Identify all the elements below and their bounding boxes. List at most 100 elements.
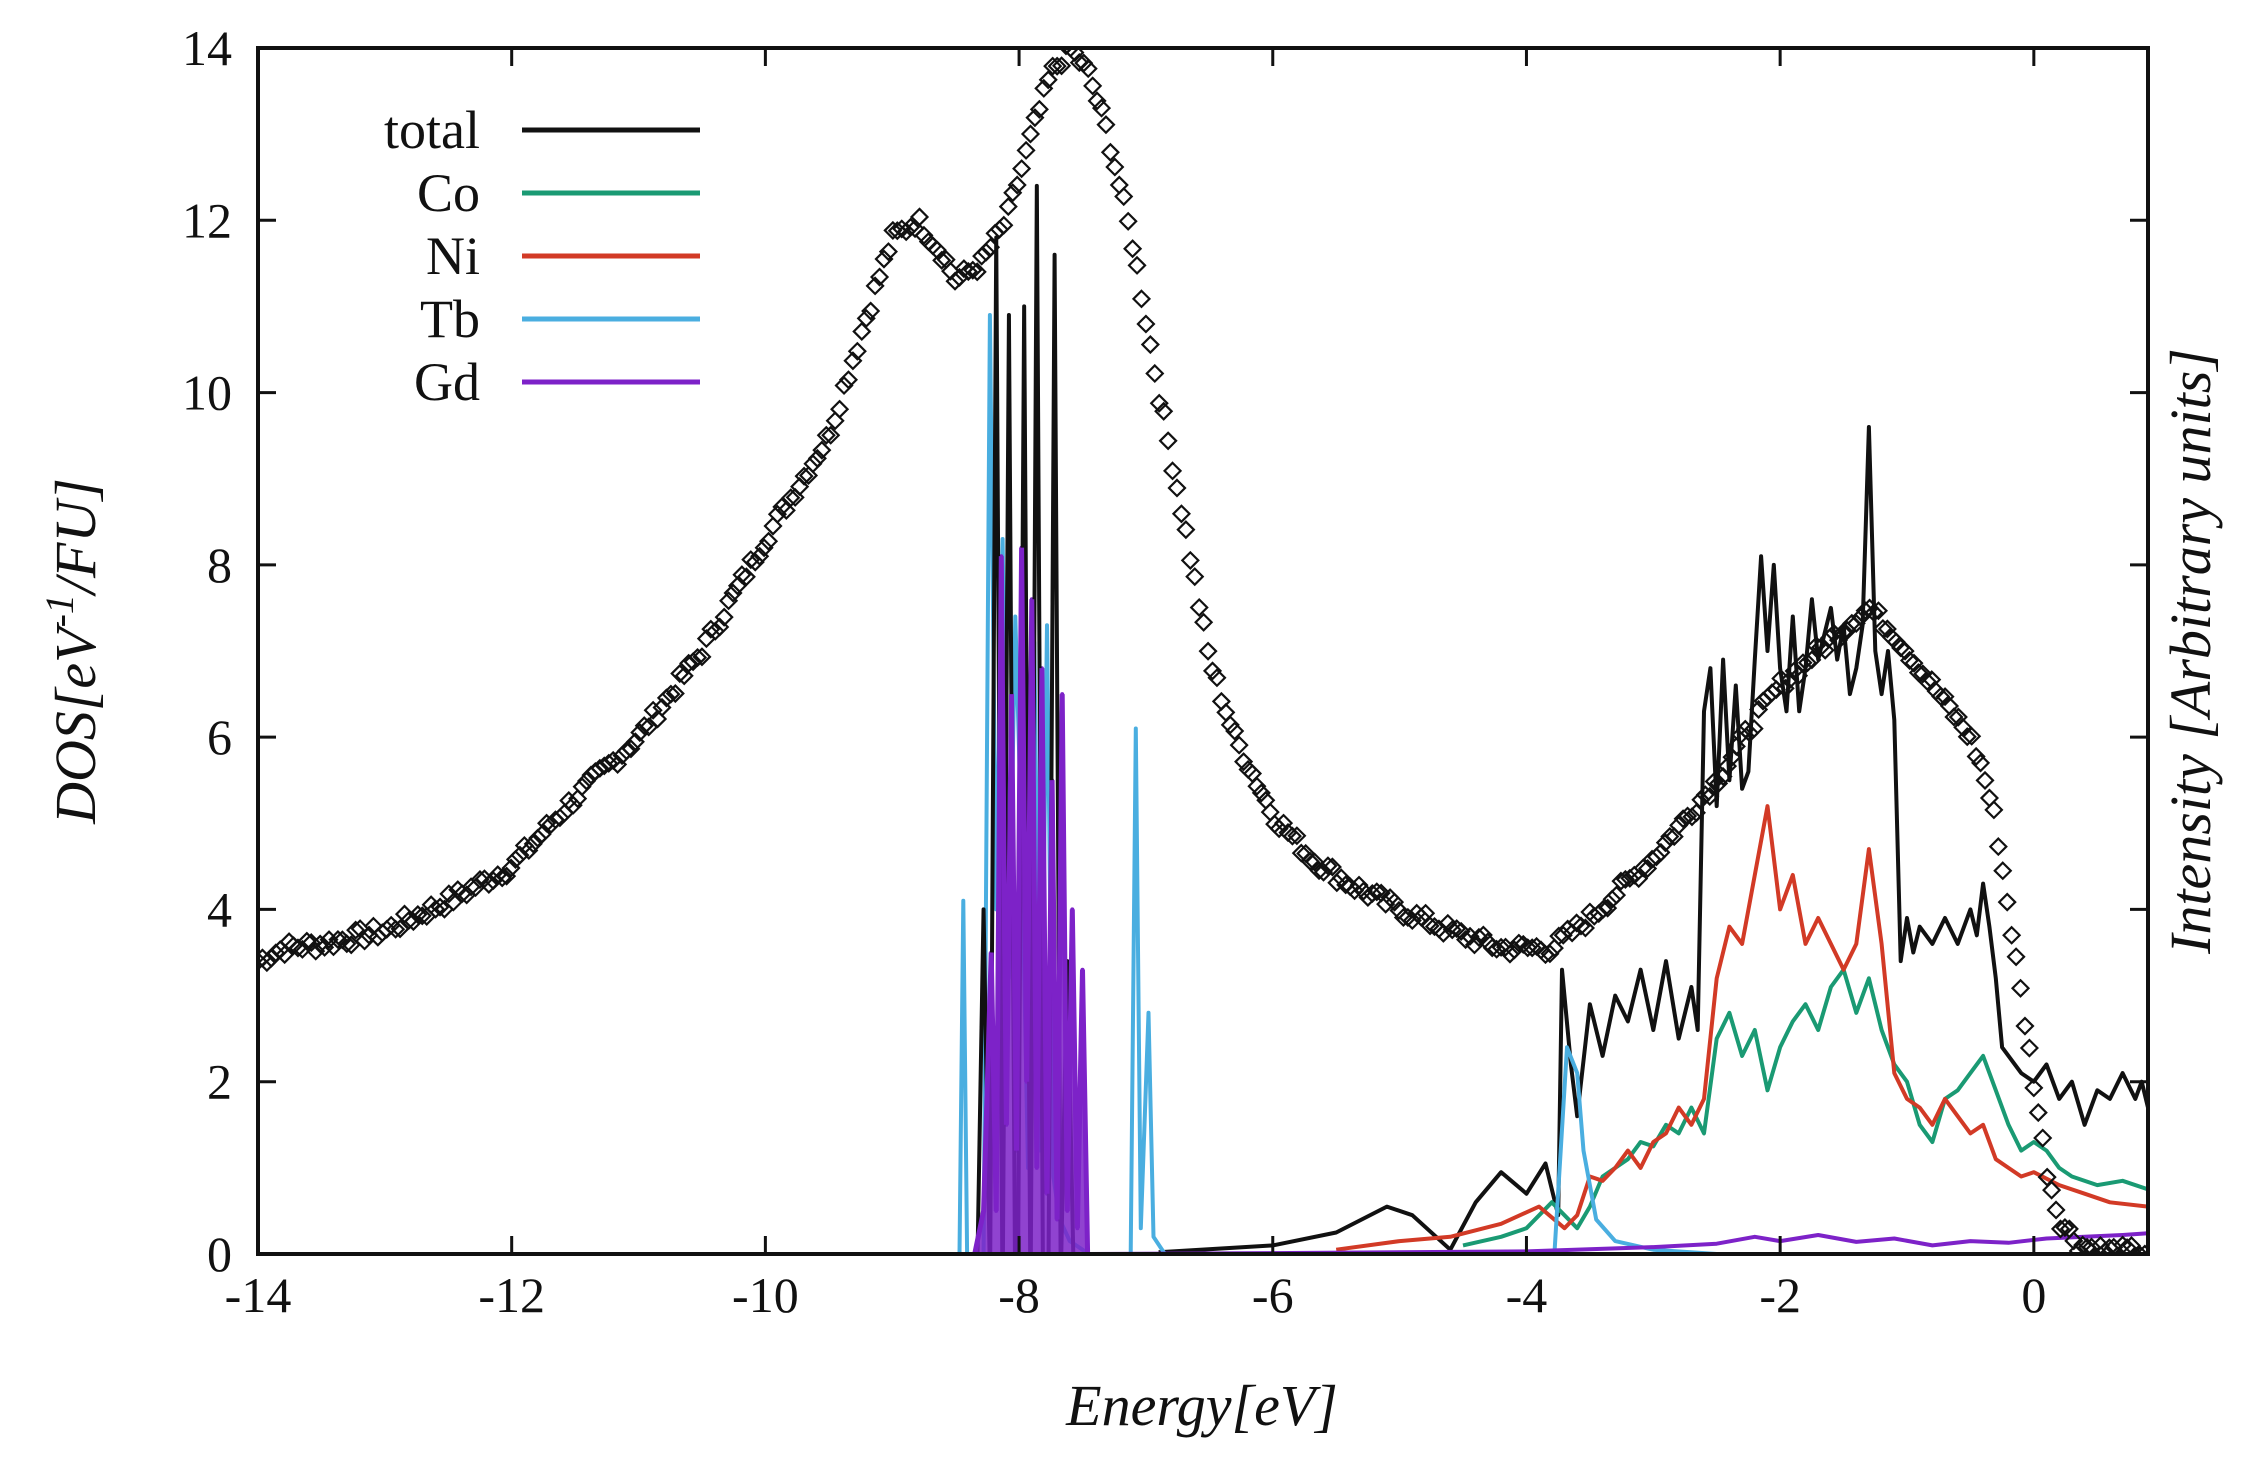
experimental-diamond [1269, 819, 1289, 839]
experimental-diamond [630, 722, 650, 743]
experimental-diamond [1149, 393, 1169, 413]
experimental-diamond [1105, 157, 1125, 177]
experimental-diamond [834, 375, 854, 396]
experimental-diamond [1913, 664, 1933, 684]
experimental-diamond [781, 488, 801, 508]
experimental-diamond [2104, 1237, 2124, 1254]
experimental-diamond [838, 370, 859, 390]
experimental-diamond [1131, 289, 1152, 309]
experimental-diamond [1052, 56, 1072, 76]
experimental-diamond [1962, 726, 1982, 746]
experimental-diamond [1984, 800, 2004, 820]
experimental-diamond [816, 425, 836, 445]
y-tick-label: 10 [182, 365, 232, 421]
y2-axis-title: Intensity [Arbitrary units] [2158, 348, 2223, 955]
experimental-diamond [576, 771, 597, 791]
experimental-diamond [1176, 520, 1196, 540]
experimental-diamond [901, 217, 921, 237]
experimental-diamond [1282, 826, 1302, 846]
experimental-diamond [803, 454, 823, 474]
experimental-diamond [1287, 826, 1307, 846]
experimental-diamond [967, 262, 987, 282]
experimental-diamond [2033, 1128, 2053, 1148]
experimental-diamond [1078, 59, 1098, 79]
experimental-diamond [1145, 363, 1165, 384]
experimental-diamond [1993, 861, 2013, 881]
experimental-diamond [1868, 601, 1889, 621]
experimental-diamond [1118, 211, 1138, 231]
experimental-diamond [1491, 937, 1511, 957]
experimental-diamond [315, 937, 335, 957]
experimental-diamond [621, 739, 641, 759]
x-tick-label: -12 [478, 1267, 545, 1323]
experimental-diamond [1300, 851, 1320, 871]
experimental-diamond [2095, 1242, 2115, 1254]
experimental-diamond [1695, 785, 1715, 805]
experimental-diamond [1207, 668, 1227, 688]
experimental-diamond [1487, 939, 1507, 959]
x-tick-label: 0 [2021, 1267, 2046, 1323]
experimental-diamond [1731, 725, 1751, 745]
experimental-diamond [909, 207, 930, 227]
experimental-diamond [528, 828, 548, 848]
experimental-diamond [1864, 603, 1884, 623]
experimental-diamond [1988, 837, 2008, 857]
experimental-diamond [1473, 925, 1493, 945]
experimental-diamond [1185, 567, 1205, 587]
experimental-diamond [1091, 98, 1112, 118]
experimental-diamond [856, 308, 876, 328]
experimental-diamond [426, 899, 446, 919]
experimental-diamond [1788, 666, 1809, 686]
experimental-diamond [812, 440, 832, 460]
experimental-diamond [914, 225, 934, 245]
experimental-diamond [821, 425, 841, 445]
experimental-diamond [945, 271, 965, 291]
experimental-diamond [1540, 944, 1560, 964]
experimental-diamond [874, 249, 894, 269]
experimental-diamond [878, 242, 898, 262]
experimental-diamond [883, 220, 903, 240]
experimental-diamond [1846, 613, 1866, 633]
experimental-diamond [634, 716, 654, 736]
experimental-diamond [1362, 883, 1382, 904]
experimental-diamond [306, 941, 326, 961]
legend-label-gd: Gd [414, 352, 480, 412]
experimental-diamond [1895, 641, 1915, 661]
experimental-diamond [1016, 140, 1036, 160]
experimental-diamond [1589, 903, 1609, 924]
experimental-diamond [1908, 663, 1928, 683]
experimental-diamond [1100, 142, 1120, 162]
x-axis-title: Energy[eV] [1065, 1373, 1338, 1438]
experimental-diamond [794, 466, 814, 486]
experimental-diamond [1593, 899, 1613, 919]
y-tick-label: 6 [207, 709, 232, 765]
experimental-diamond [1069, 53, 1089, 73]
experimental-diamond [1673, 809, 1693, 829]
series-line-co [1462, 967, 2148, 1248]
experimental-diamond [483, 871, 503, 891]
experimental-diamond [989, 219, 1009, 239]
experimental-diamond [1935, 687, 1955, 707]
experimental-diamond [1917, 671, 1937, 692]
experimental-diamond [763, 516, 783, 536]
y-tick-label: 4 [207, 881, 232, 937]
experimental-diamond [1575, 918, 1595, 938]
x-tick-label: -6 [1252, 1267, 1294, 1323]
experimental-diamond [1389, 900, 1409, 921]
experimental-diamond [1180, 550, 1200, 570]
experimental-diamond [1806, 636, 1826, 656]
experimental-diamond [661, 684, 681, 704]
experimental-diamond [1686, 803, 1706, 823]
experimental-diamond [687, 647, 708, 668]
experimental-diamond [479, 874, 499, 894]
experimental-diamond [2055, 1217, 2075, 1238]
experimental-diamond [767, 504, 787, 524]
experimental-diamond [852, 321, 872, 342]
experimental-diamond [519, 840, 539, 861]
experimental-diamond [1127, 255, 1147, 275]
y-tick-label: 14 [182, 20, 232, 76]
experimental-diamond [1611, 871, 1631, 891]
experimental-diamond [1615, 869, 1635, 889]
